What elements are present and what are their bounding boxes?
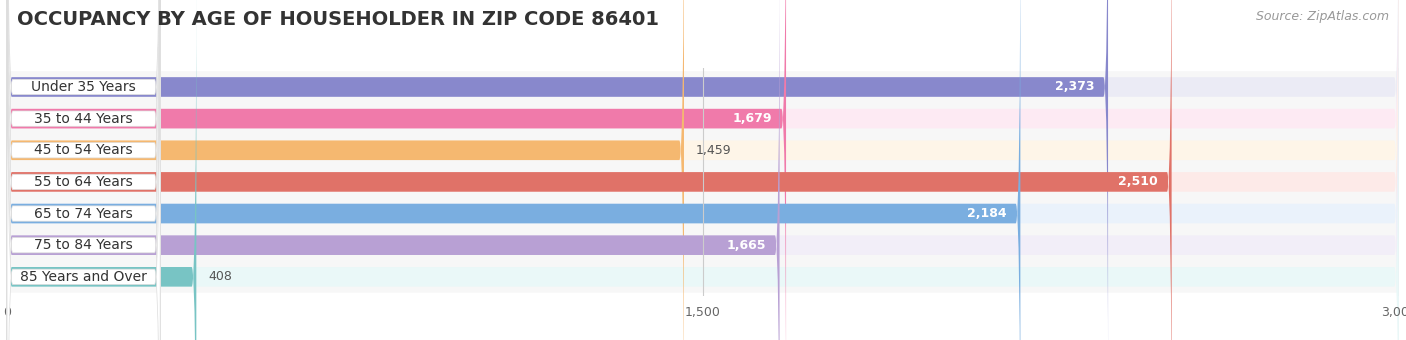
Text: 1,679: 1,679	[733, 112, 772, 125]
FancyBboxPatch shape	[7, 0, 197, 340]
Text: OCCUPANCY BY AGE OF HOUSEHOLDER IN ZIP CODE 86401: OCCUPANCY BY AGE OF HOUSEHOLDER IN ZIP C…	[17, 10, 659, 29]
FancyBboxPatch shape	[7, 0, 1399, 340]
Text: 1,665: 1,665	[725, 239, 766, 252]
Text: 65 to 74 Years: 65 to 74 Years	[34, 206, 134, 221]
FancyBboxPatch shape	[7, 0, 160, 340]
FancyBboxPatch shape	[7, 0, 1171, 340]
FancyBboxPatch shape	[7, 0, 1021, 340]
Text: 2,510: 2,510	[1118, 175, 1157, 188]
FancyBboxPatch shape	[7, 71, 1399, 293]
Text: 75 to 84 Years: 75 to 84 Years	[34, 238, 134, 252]
FancyBboxPatch shape	[7, 0, 1399, 340]
FancyBboxPatch shape	[7, 0, 1399, 340]
Text: 2,184: 2,184	[967, 207, 1007, 220]
FancyBboxPatch shape	[7, 0, 160, 340]
FancyBboxPatch shape	[7, 0, 160, 340]
FancyBboxPatch shape	[7, 0, 160, 340]
Text: Source: ZipAtlas.com: Source: ZipAtlas.com	[1256, 10, 1389, 23]
FancyBboxPatch shape	[7, 0, 1399, 340]
Text: 85 Years and Over: 85 Years and Over	[20, 270, 148, 284]
Text: 1,459: 1,459	[696, 144, 731, 157]
FancyBboxPatch shape	[7, 0, 160, 340]
Text: Under 35 Years: Under 35 Years	[31, 80, 136, 94]
FancyBboxPatch shape	[7, 0, 779, 340]
FancyBboxPatch shape	[7, 0, 1399, 340]
FancyBboxPatch shape	[7, 0, 160, 340]
FancyBboxPatch shape	[7, 0, 1399, 340]
FancyBboxPatch shape	[7, 0, 786, 340]
FancyBboxPatch shape	[7, 0, 1108, 340]
FancyBboxPatch shape	[7, 0, 1399, 340]
Text: 55 to 64 Years: 55 to 64 Years	[34, 175, 134, 189]
Text: 408: 408	[208, 270, 232, 283]
Text: 35 to 44 Years: 35 to 44 Years	[34, 112, 134, 125]
FancyBboxPatch shape	[7, 0, 683, 340]
Text: 2,373: 2,373	[1054, 81, 1094, 94]
FancyBboxPatch shape	[7, 0, 160, 340]
Text: 45 to 54 Years: 45 to 54 Years	[34, 143, 134, 157]
